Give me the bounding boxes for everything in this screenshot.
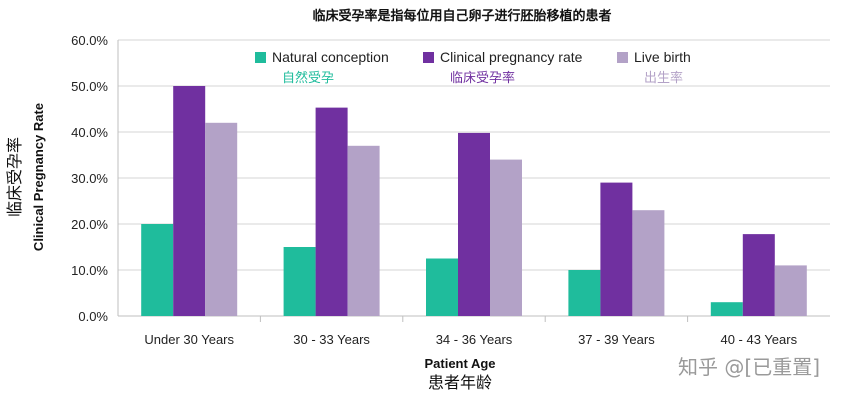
bar-2-2	[315, 107, 348, 317]
watermark: 知乎 @[已重置]	[678, 355, 820, 379]
legend-swatch	[255, 52, 266, 63]
legend-swatch	[617, 52, 628, 63]
bar-2-1	[173, 86, 206, 316]
bar-2-4	[600, 182, 633, 316]
legend-label: Natural conception	[272, 49, 389, 65]
x-tick-label: 40 - 43 Years	[720, 332, 797, 347]
x-tick-label: 34 - 36 Years	[436, 332, 513, 347]
legend-label-cn: 自然受孕	[282, 70, 334, 86]
bar-2-5	[742, 234, 775, 316]
x-tick-label: 37 - 39 Years	[578, 332, 655, 347]
bar-2-3	[458, 132, 490, 316]
y-tick-labels: 0.0% 10.0% 20.0% 30.0% 40.0% 50.0% 60.0%	[71, 33, 108, 324]
bar-3-1	[205, 122, 238, 316]
legend-label: Live birth	[634, 49, 691, 65]
bar-1-2	[283, 247, 316, 316]
bar-1-5	[710, 302, 743, 316]
y-tick-label: 40.0%	[71, 125, 108, 140]
x-tick-label: Under 30 Years	[144, 332, 234, 347]
bar-3-2	[347, 145, 380, 316]
y-tick-label: 20.0%	[71, 217, 108, 232]
legend: Natural conception 自然受孕 Clinical pregnancy…	[255, 49, 691, 86]
legend-swatch	[423, 52, 434, 63]
legend-label-cn: 出生率	[644, 70, 683, 86]
bar-3-4	[632, 210, 665, 316]
chart-title: 临床受孕率是指每位用自己卵子进行胚胎移植的患者	[312, 8, 611, 24]
y-axis-title: Clinical Pregnancy Rate	[31, 103, 46, 251]
bar-3-3	[490, 159, 522, 316]
bar-1-4	[568, 270, 601, 316]
y-tick-label: 60.0%	[71, 33, 108, 48]
bar-1-3	[426, 258, 458, 316]
y-axis-title-cn: 临床受孕率	[5, 137, 24, 217]
x-tick-labels: Under 30 Years 30 - 33 Years 34 - 36 Years…	[144, 332, 797, 347]
bars	[141, 86, 807, 317]
x-axis-title-cn: 患者年龄	[428, 373, 492, 392]
x-axis-title: Patient Age	[424, 356, 495, 371]
bar-1-1	[141, 224, 174, 316]
x-tick-label: 30 - 33 Years	[293, 332, 370, 347]
y-tick-label: 10.0%	[71, 263, 108, 278]
y-tick-label: 50.0%	[71, 79, 108, 94]
y-tick-label: 0.0%	[78, 309, 108, 324]
legend-label-cn: 临床受孕率	[450, 70, 515, 86]
legend-label: Clinical pregnancy rate	[440, 49, 583, 65]
y-tick-label: 30.0%	[71, 171, 108, 186]
bar-3-5	[774, 265, 807, 316]
